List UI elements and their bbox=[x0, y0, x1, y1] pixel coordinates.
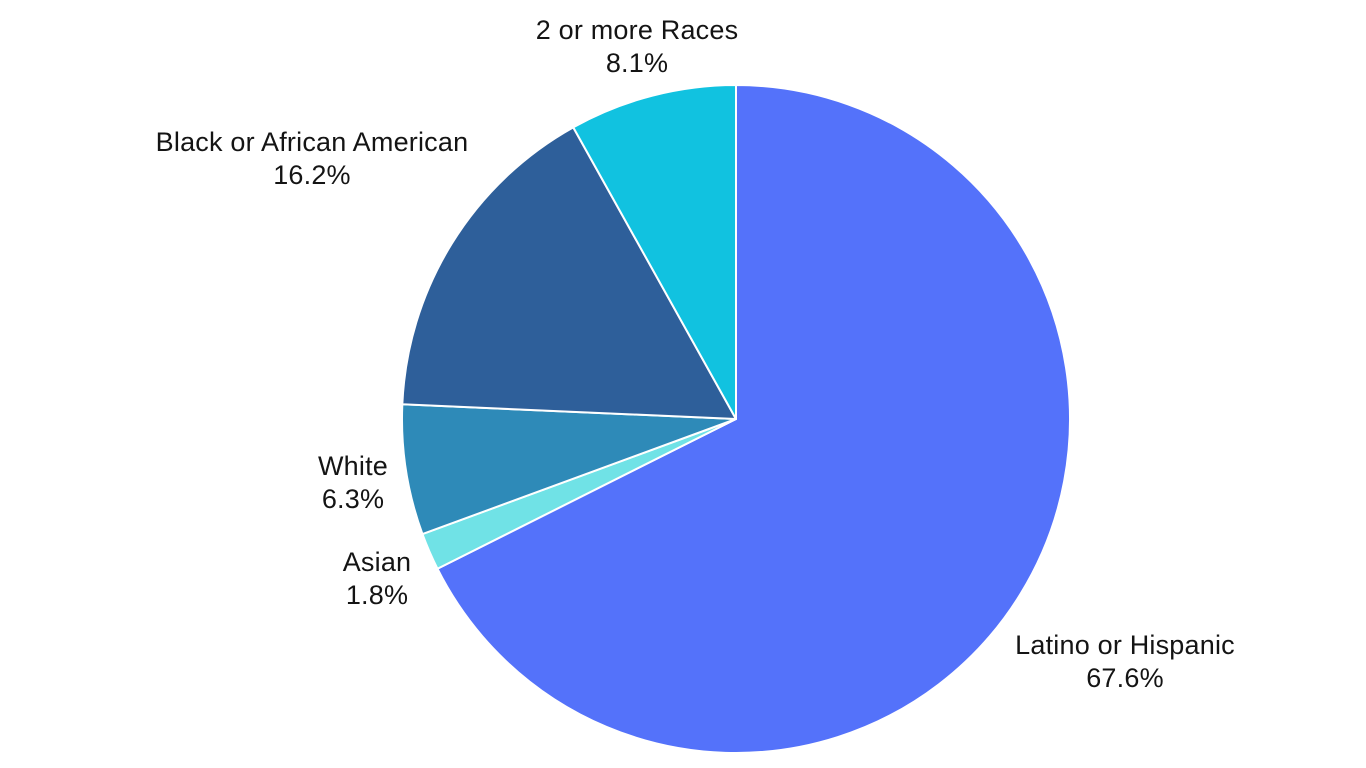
slice-label-text: Asian bbox=[342, 547, 412, 577]
slice-percent-text: 1.8% bbox=[345, 580, 409, 610]
pie-slice-black-or-african-american[interactable] bbox=[401, 126, 737, 420]
slice-label-text: Latino or Hispanic bbox=[1015, 630, 1235, 660]
slice-label-text: White bbox=[317, 451, 389, 481]
slice-percent-text: 16.2% bbox=[273, 160, 351, 190]
slice-percent-text: 67.6% bbox=[1086, 663, 1164, 693]
slice-label-text: 2 or more Races bbox=[535, 15, 739, 45]
slice-label-black-or-african-american: Black or African American 16.2% bbox=[156, 126, 469, 192]
pie-slice-2-or-more-races[interactable] bbox=[572, 84, 737, 420]
slice-label-asian: Asian 1.8% bbox=[343, 546, 412, 612]
slice-label-white: White 6.3% bbox=[318, 450, 388, 516]
pie-slice-white[interactable] bbox=[400, 403, 737, 536]
slice-percent-text: 8.1% bbox=[605, 48, 669, 78]
slice-label-latino-or-hispanic: Latino or Hispanic 67.6% bbox=[1015, 629, 1235, 695]
slice-label-text: Black or African American bbox=[155, 127, 469, 157]
pie-slice-latino-or-hispanic[interactable] bbox=[436, 84, 1071, 754]
slice-label-2-or-more-races: 2 or more Races 8.1% bbox=[536, 14, 739, 80]
slice-percent-text: 6.3% bbox=[321, 484, 385, 514]
